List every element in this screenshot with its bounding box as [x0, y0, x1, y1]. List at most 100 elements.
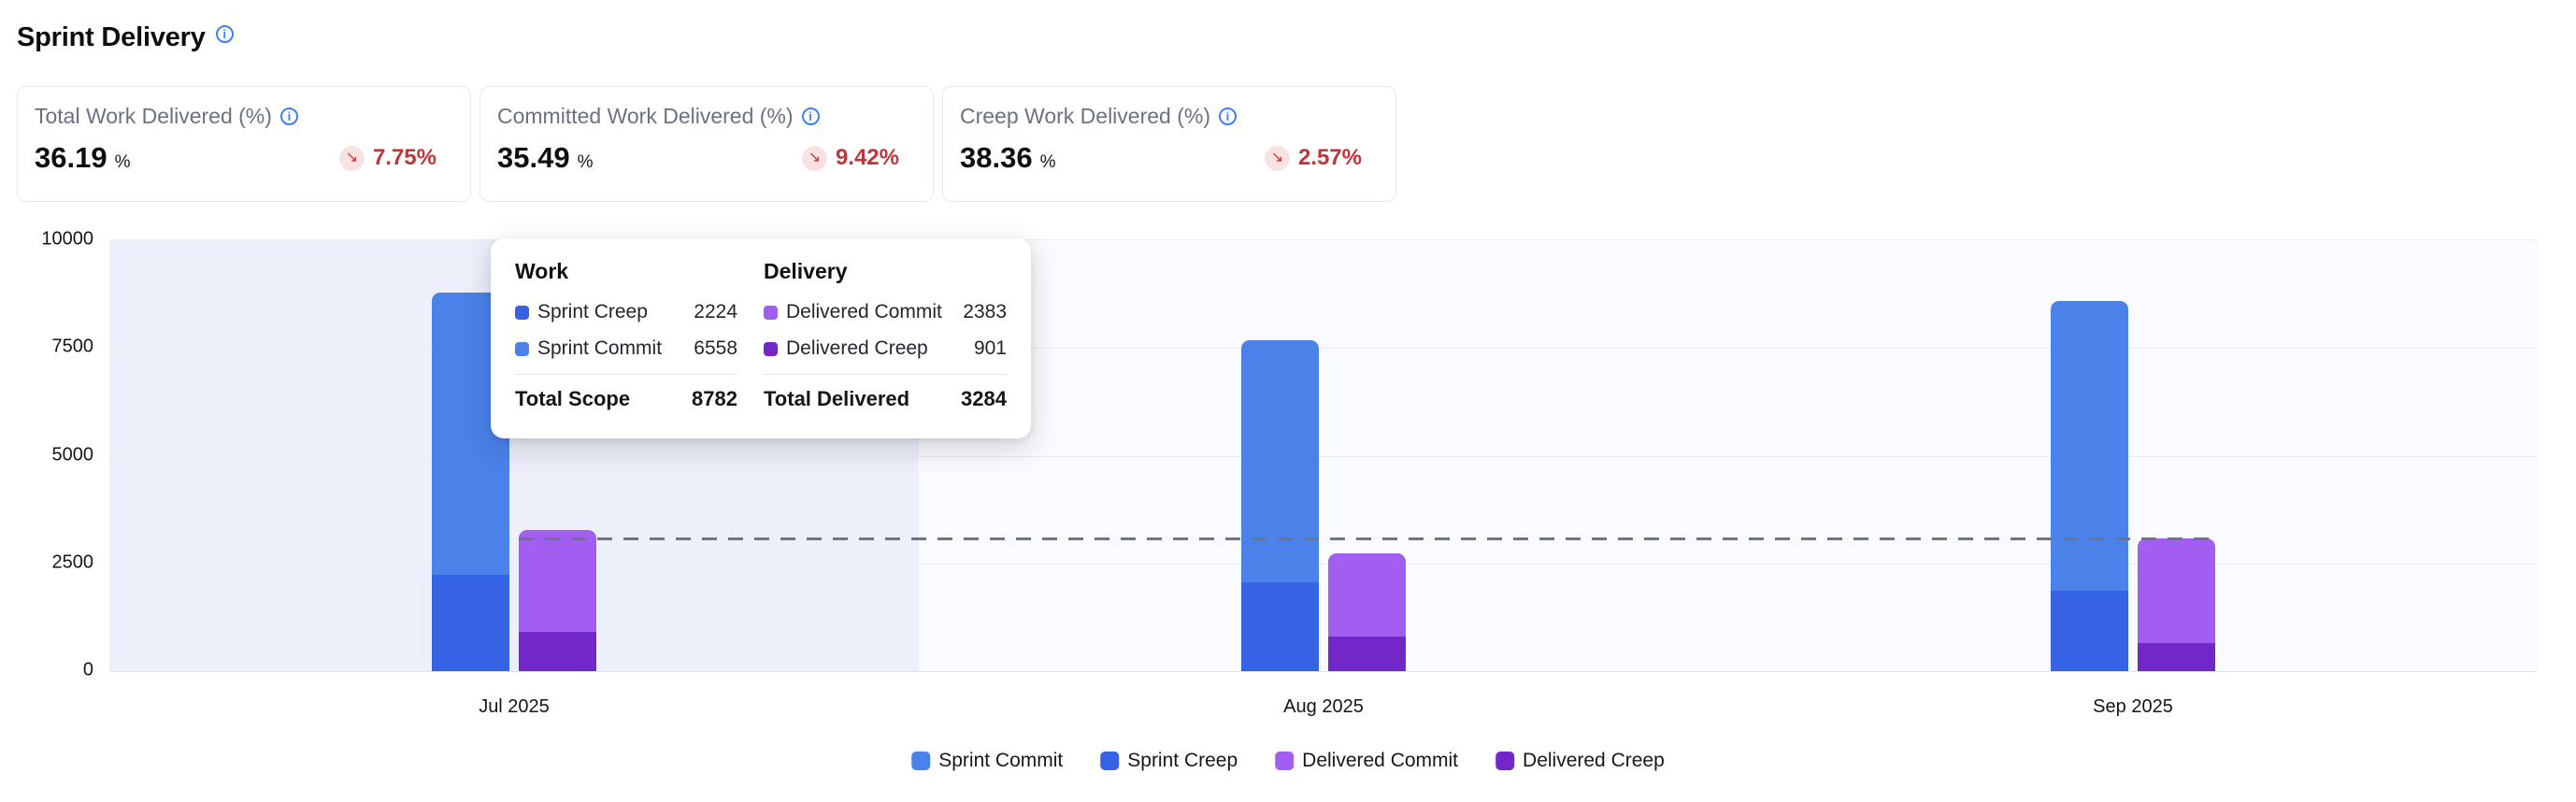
segment-sprint-creep-aug-2025 — [1241, 582, 1319, 671]
tooltip-total-label: Total Delivered — [764, 387, 910, 410]
segment-sprint-creep-jul-2025 — [432, 575, 509, 671]
tooltip-row-value: 901 — [973, 337, 1007, 359]
plot-area — [109, 239, 2538, 672]
legend-item-delivered-creep[interactable]: Delivered Creep — [1496, 750, 1665, 772]
gridline-2500 — [109, 563, 2538, 565]
tooltip-total-label: Total Scope — [515, 387, 631, 410]
tooltip-divider — [515, 374, 737, 375]
info-icon[interactable]: i — [279, 107, 298, 125]
tooltip-row-sprint-creep: Sprint Creep 2224 — [515, 301, 737, 323]
kpi-value-wrap: 35.49 % — [497, 141, 593, 175]
tooltip-row-sprint-commit: Sprint Commit 6558 — [515, 337, 737, 360]
trend-down-icon: ↘ — [801, 145, 827, 171]
kpi-delta-badge: ↘ 9.42% — [801, 145, 899, 171]
kpi-card-body: 35.49 % ↘ 9.42% — [497, 141, 914, 175]
y-tick-label: 5000 — [51, 444, 94, 465]
kpi-card-body: 36.19 % ↘ 7.75% — [35, 141, 451, 175]
header: Sprint Delivery i — [17, 22, 234, 53]
kpi-value: 38.36 — [960, 141, 1033, 174]
tooltip-row-label: Sprint Commit — [537, 337, 663, 359]
tooltip-delivery-title: Delivery — [764, 259, 848, 283]
tooltip-row-label: Delivered Creep — [786, 337, 928, 359]
tooltip-row-delivered-creep: Delivered Creep 901 — [764, 337, 1007, 360]
kpi-card-header: Committed Work Delivered (%) i — [497, 104, 914, 129]
bar-delivered-jul-2025[interactable] — [519, 529, 596, 671]
tooltip-total-value: 8782 — [692, 387, 737, 410]
segment-sprint-commit-sep-2025 — [2051, 300, 2128, 592]
page-title: Sprint Delivery — [17, 22, 206, 52]
kpi-unit: % — [577, 152, 594, 172]
kpi-label: Total Work Delivered (%) — [35, 104, 272, 128]
delivered-creep-swatch — [764, 341, 778, 356]
x-axis-label-aug-2025: Aug 2025 — [1283, 696, 1364, 717]
x-axis: Jul 2025 Aug 2025 Sep 2025 — [0, 672, 2576, 717]
kpi-value: 36.19 — [35, 141, 107, 174]
x-axis-label-sep-2025: Sep 2025 — [2093, 696, 2173, 717]
segment-sprint-creep-sep-2025 — [2051, 591, 2128, 671]
segment-delivered-creep-aug-2025 — [1328, 637, 1406, 671]
kpi-cards: Total Work Delivered (%) i 36.19 % ↘ 7.7… — [17, 86, 1396, 202]
legend-swatch-sprint-creep — [1100, 752, 1120, 770]
tooltip-work-title: Work — [515, 259, 569, 283]
gridline-7500 — [109, 348, 2538, 350]
tooltip-row-label: Sprint Creep — [537, 301, 648, 322]
kpi-value-wrap: 38.36 % — [960, 141, 1055, 175]
bar-delivered-aug-2025[interactable] — [1328, 553, 1406, 671]
legend-swatch-sprint-commit — [911, 752, 931, 770]
legend-label: Sprint Commit — [938, 750, 1064, 771]
chart-legend: Sprint Commit Sprint Creep Delivered Commi… — [911, 750, 1665, 772]
segment-delivered-creep-sep-2025 — [2138, 643, 2215, 671]
kpi-delta-value: 9.42% — [835, 145, 899, 170]
tooltip-total-scope: Total Scope 8782 — [515, 387, 737, 411]
y-tick-label: 2500 — [51, 551, 94, 573]
sprint-commit-swatch — [515, 341, 529, 356]
trend-down-icon: ↘ — [338, 145, 365, 171]
kpi-card-creep-work-delivered: Creep Work Delivered (%) i 38.36 % ↘ 2.5… — [942, 86, 1396, 202]
kpi-card-total-work-delivered: Total Work Delivered (%) i 36.19 % ↘ 7.7… — [17, 86, 471, 202]
segment-delivered-commit-sep-2025 — [2138, 538, 2215, 644]
tooltip-row-value: 2224 — [694, 301, 737, 322]
sprint-creep-swatch — [515, 305, 529, 320]
y-tick-label: 7500 — [51, 336, 94, 357]
legend-item-delivered-commit[interactable]: Delivered Commit — [1275, 750, 1458, 772]
kpi-value-wrap: 36.19 % — [35, 141, 130, 175]
legend-label: Delivered Creep — [1523, 750, 1665, 771]
kpi-unit: % — [114, 152, 131, 172]
reference-dashed-line — [519, 537, 2215, 541]
legend-item-sprint-creep[interactable]: Sprint Creep — [1100, 750, 1238, 772]
tooltip-row-value: 6558 — [694, 337, 737, 359]
tooltip-row-label: Delivered Commit — [786, 301, 942, 322]
kpi-delta-badge: ↘ 7.75% — [338, 145, 436, 171]
info-icon[interactable]: i — [215, 25, 234, 43]
tooltip-row-value: 2383 — [963, 301, 1007, 322]
x-axis-label-jul-2025: Jul 2025 — [479, 696, 550, 717]
kpi-delta-value: 2.57% — [1297, 145, 1362, 170]
y-tick-label: 0 — [82, 659, 93, 680]
bar-delivered-sep-2025[interactable] — [2138, 538, 2215, 671]
tooltip-delivery-column: Delivery Delivered Commit 2383 Delivered… — [764, 259, 1007, 416]
legend-label: Sprint Creep — [1127, 750, 1238, 771]
trend-down-icon: ↘ — [1264, 145, 1290, 171]
info-icon[interactable]: i — [1218, 107, 1237, 125]
info-icon[interactable]: i — [801, 107, 820, 125]
kpi-delta-value: 7.75% — [372, 145, 436, 170]
kpi-delta-badge: ↘ 2.57% — [1264, 145, 1362, 171]
tooltip-total-value: 3284 — [961, 387, 1007, 410]
segment-sprint-commit-aug-2025 — [1241, 339, 1319, 583]
kpi-card-committed-work-delivered: Committed Work Delivered (%) i 35.49 % ↘… — [479, 86, 934, 202]
legend-swatch-delivered-commit — [1275, 752, 1295, 770]
segment-delivered-creep-jul-2025 — [519, 632, 596, 671]
bar-work-aug-2025[interactable] — [1241, 339, 1319, 672]
segment-delivered-commit-jul-2025 — [519, 529, 596, 633]
sprint-delivery-chart: 0 2500 5000 7500 10000 Jul 2025 Aug 2025 Sep 2… — [0, 229, 2576, 800]
tooltip-row-delivered-commit: Delivered Commit 2383 — [764, 301, 1007, 323]
bar-work-sep-2025[interactable] — [2051, 300, 2128, 671]
tooltip-total-delivered: Total Delivered 3284 — [764, 387, 1007, 411]
kpi-label: Committed Work Delivered (%) — [497, 104, 794, 128]
gridline-5000 — [109, 455, 2538, 457]
kpi-card-body: 38.36 % ↘ 2.57% — [960, 141, 1377, 175]
legend-item-sprint-commit[interactable]: Sprint Commit — [911, 750, 1063, 772]
y-tick-label: 10000 — [41, 228, 93, 250]
y-axis: 0 2500 5000 7500 10000 — [0, 229, 94, 680]
